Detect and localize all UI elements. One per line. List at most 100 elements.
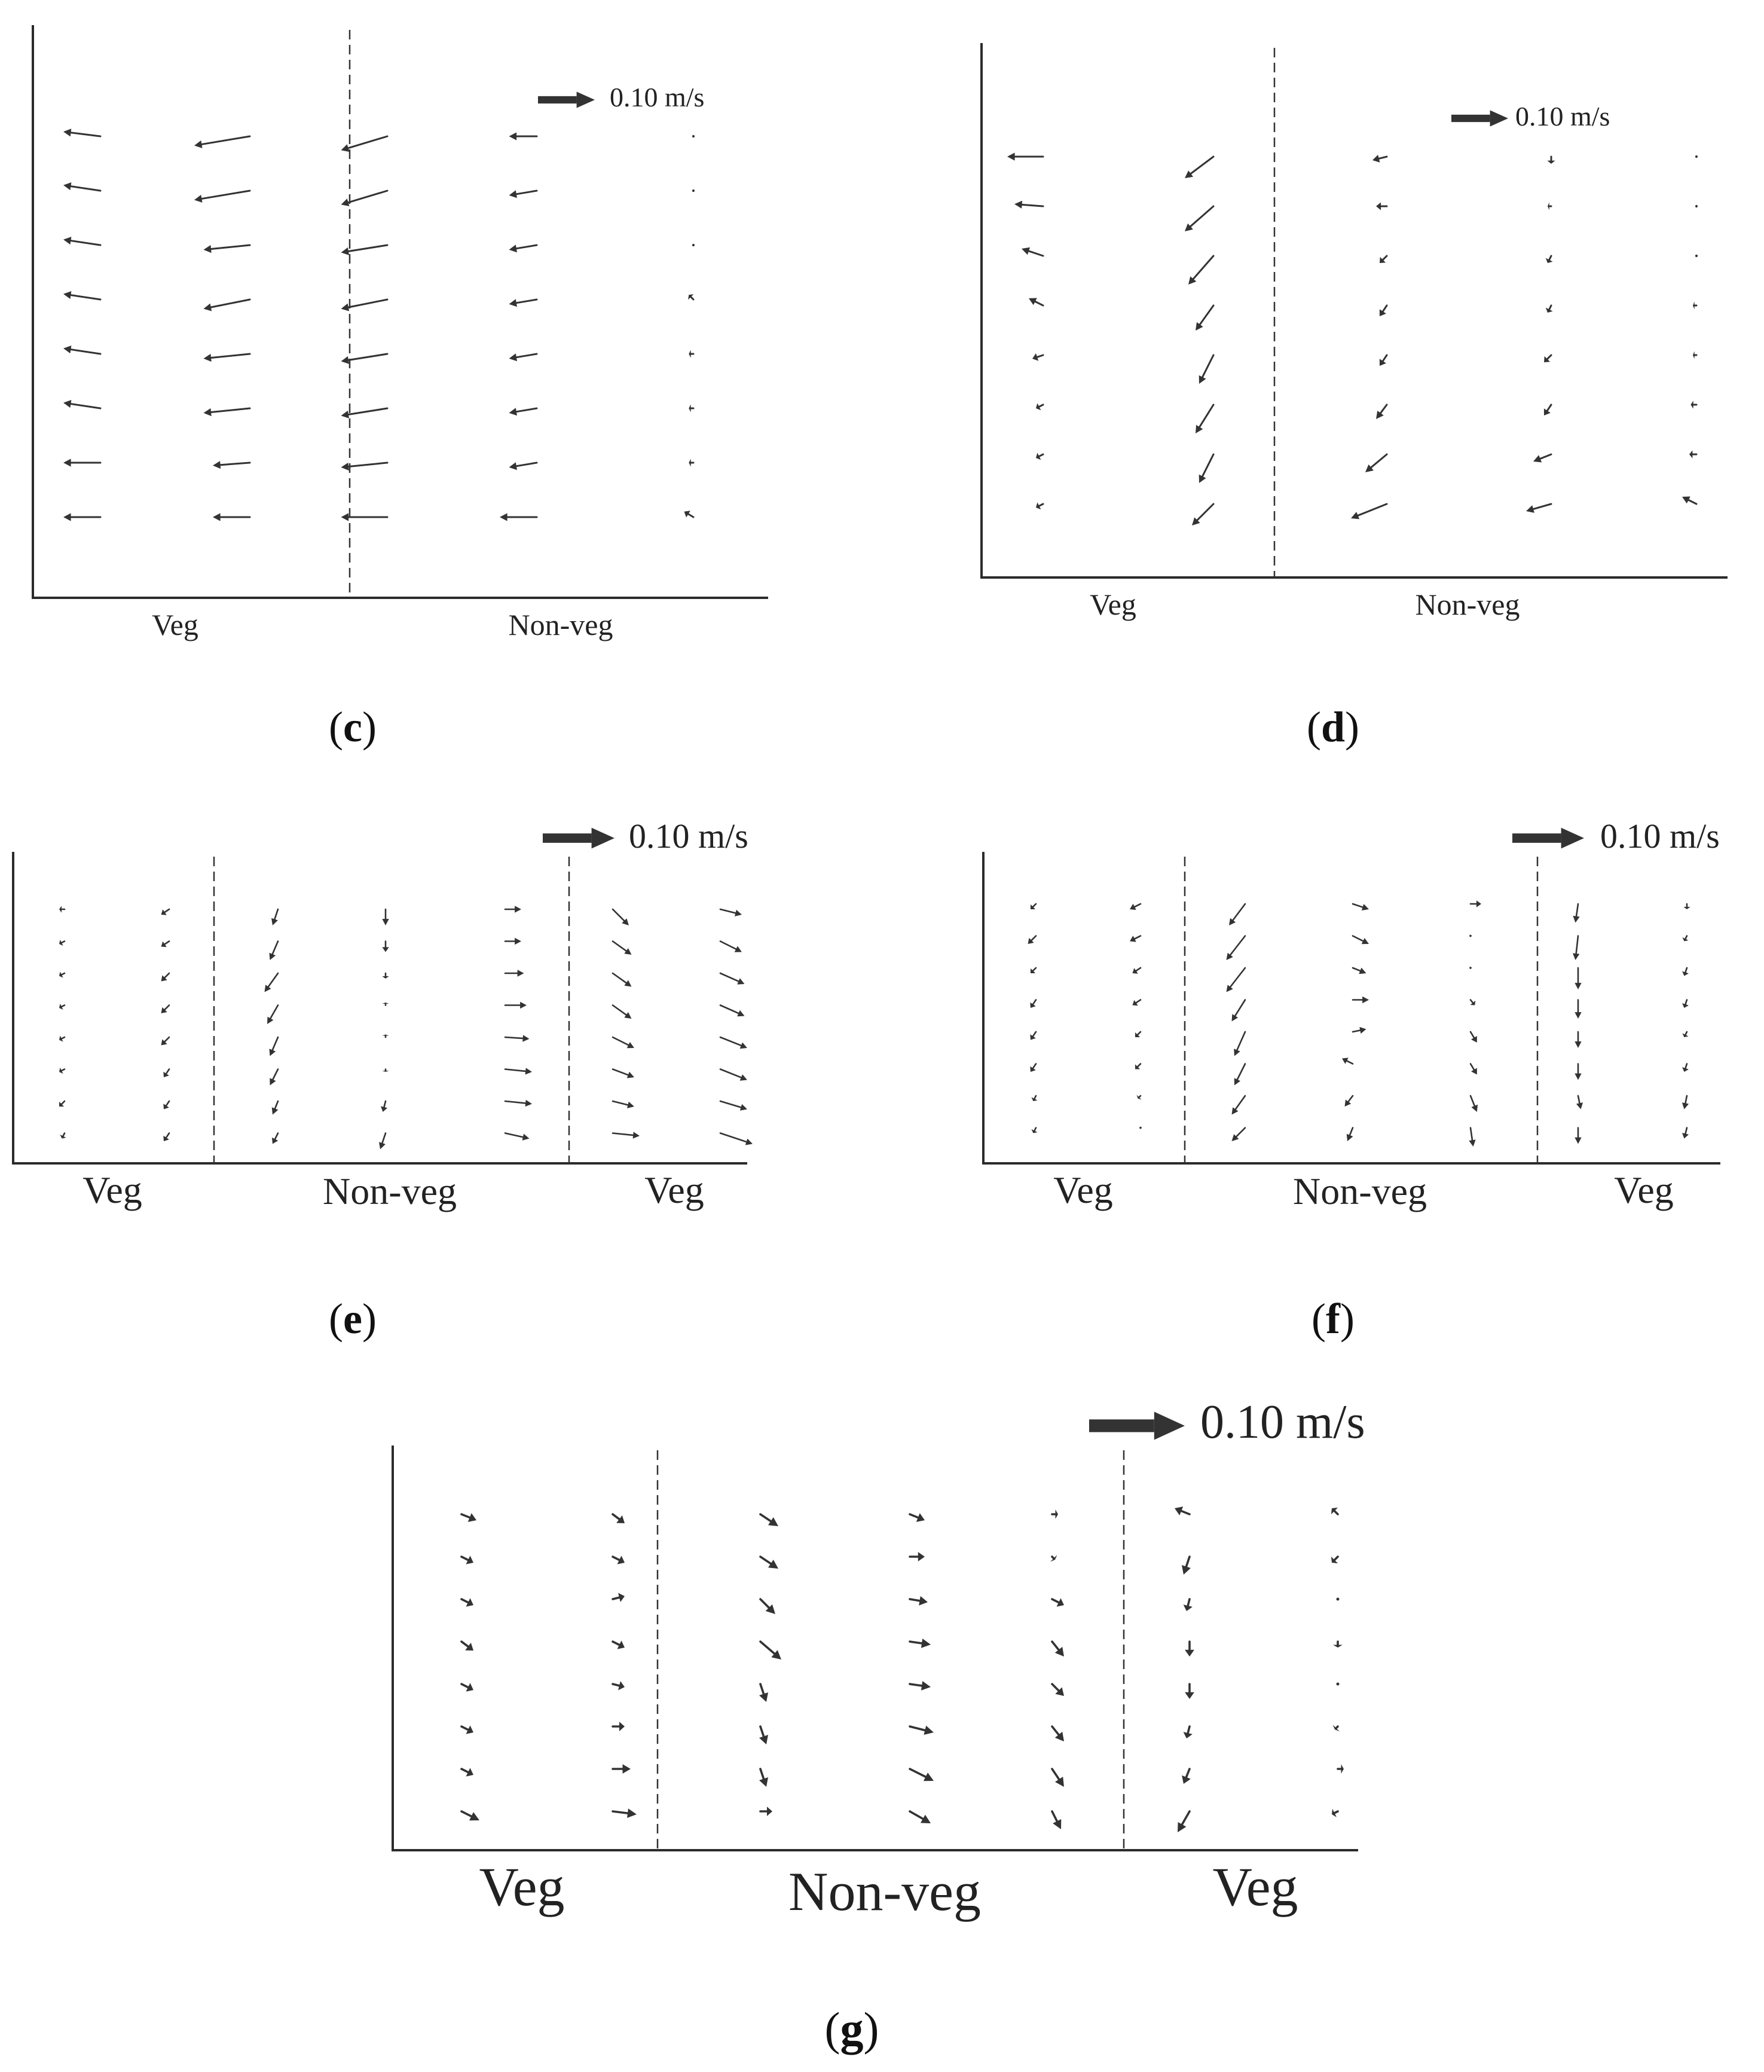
- panel-e-vector-c4-r4: [382, 1003, 389, 1006]
- panel-g-vector-c4-r7-head: [923, 1772, 934, 1781]
- panel-d-reference-arrow-shaft: [1451, 114, 1490, 123]
- panel-e-vector-c2-r6: [163, 1068, 170, 1077]
- panel-d-vector-c3-r1: [1372, 154, 1388, 163]
- panel-d-vector-c4-r6-head: [1543, 408, 1551, 415]
- panel-e-vector-c1-r2-head: [59, 939, 63, 946]
- panel-c-vector-c2-r6-shaft: [210, 407, 251, 413]
- panel-g-vector-c4-r4-head: [921, 1639, 931, 1648]
- panel-e-vector-c6-r7: [612, 1100, 634, 1108]
- panel-c-vector-c1-r6-head: [63, 400, 72, 408]
- panel-f-vector-c6-r1-shaft: [1575, 903, 1579, 917]
- panel-f-vector-c4-r6-head: [1342, 1058, 1349, 1064]
- panel-f-vector-c3-r2-head: [1226, 952, 1233, 960]
- panel-d-vector-c2-r3-head: [1188, 276, 1197, 285]
- panel-g-reference-arrow-head: [1154, 1411, 1185, 1440]
- panel-d-vector-c1-r5: [1032, 353, 1044, 361]
- panel-c-vector-c3-r4-head: [341, 303, 350, 311]
- panel-f-vector-c7-r2-shaft: [1684, 935, 1688, 940]
- panel-c-vector-c5-r1-dot: [692, 135, 695, 138]
- panel-d-vector-c5-r2-dot: [1695, 204, 1698, 208]
- panel-g-vector-c1-r1-head: [467, 1513, 476, 1522]
- panel-g-vector-c2-r1-shaft: [612, 1513, 620, 1521]
- panel-d-vector-c2-r8-head: [1192, 517, 1200, 525]
- panel-g-vector-c5-r7-head: [1055, 1777, 1064, 1787]
- panel-d-vector-c4-r1-head: [1547, 160, 1555, 164]
- panel-g-vector-c1-r3: [460, 1598, 473, 1607]
- panel-g-vector-c2-r4-head: [617, 1640, 625, 1649]
- panel-d-vector-c3-r4: [1379, 304, 1388, 316]
- panel-g-vector-c7-r4-head: [1333, 1645, 1343, 1648]
- panel-g-vector-c5-r2-shaft: [1051, 1555, 1055, 1560]
- panel-c-vector-c2-r8: [213, 513, 251, 521]
- panel-c-vector-c4-r3-head: [509, 245, 517, 253]
- panel-e-vector-c5-r4: [504, 1001, 527, 1009]
- panel-e-vector-c3-r8-shaft: [274, 1132, 279, 1140]
- panel-g-vector-c6-r8-head: [1178, 1822, 1187, 1832]
- panel-e-vector-c1-r7: [59, 1100, 66, 1107]
- panel-g-vector-c6-r8-shaft: [1181, 1810, 1191, 1826]
- panel-e-vector-c6-r1: [612, 908, 629, 925]
- panel-g-vector-c4-r3-head: [919, 1596, 928, 1606]
- panel-d-vector-c5-r7-head: [1689, 450, 1693, 459]
- panel-g-vector-c7-r8-head: [1332, 1808, 1337, 1817]
- panel-e-vector-c6-r2: [612, 940, 632, 955]
- panel-f-vector-c3-r2: [1226, 935, 1246, 960]
- panel-g-vector-c2-r4-shaft: [612, 1640, 620, 1646]
- panel-f-vector-c2-r5-shaft: [1136, 1031, 1142, 1036]
- panel-g-vector-c6-r1-head: [1175, 1506, 1184, 1515]
- panel-f-vector-c7-r6-head: [1682, 1067, 1689, 1072]
- panel-f-vector-c4-r3-shaft: [1352, 967, 1361, 972]
- panel-g-vector-c6-r7-shaft: [1185, 1768, 1191, 1778]
- panel-d-vector-c4-r8-head: [1526, 505, 1534, 513]
- panel-g-vector-c1-r8: [460, 1810, 479, 1821]
- panel-c-vector-c5-r1: [692, 135, 695, 138]
- panel-d-vector-c1-r8-shaft: [1038, 503, 1044, 507]
- panel-c-vector-c4-r3-shaft: [515, 244, 538, 250]
- panel-c-vector-c4-r4-shaft: [515, 298, 538, 304]
- panel-f-vector-c7-r5-head: [1682, 1033, 1689, 1037]
- panel-e-vector-c1-r8: [60, 1132, 66, 1139]
- panel-d-vector-c4-r3-shaft: [1548, 255, 1552, 261]
- panel-g-vector-c1-r5: [460, 1683, 473, 1692]
- panel-g-vector-c3-r4-shaft: [759, 1640, 776, 1655]
- panel-d-vector-c4-r5-shaft: [1546, 354, 1552, 360]
- panel-e-vector-c3-r5-shaft: [271, 1036, 279, 1051]
- panel-f-vector-c2-r7-shaft: [1138, 1095, 1142, 1098]
- panel-g-vector-c5-r8: [1051, 1810, 1062, 1829]
- panel-g-vector-c3-r5-shaft: [759, 1683, 765, 1695]
- panel-g-vector-c1-r5-shaft: [460, 1683, 469, 1689]
- panel-c-vector-c2-r2-head: [194, 194, 203, 203]
- panel-c-vector-c4-r8: [500, 513, 538, 521]
- panel-e-vector-c4-r5: [382, 1034, 389, 1038]
- panel-d-vector-c4-r5: [1544, 354, 1552, 362]
- panel-e-vector-c7-r5-shaft: [719, 1036, 742, 1047]
- panel-c-vector-c1-r5-head: [63, 346, 72, 354]
- panel-g-vector-c4-r8-shaft: [909, 1810, 924, 1820]
- panel-d-vector-c5-r8: [1682, 496, 1698, 505]
- panel-d-vector-c4-r2: [1548, 202, 1552, 210]
- panel-f-vector-c6-r6-head: [1575, 1073, 1582, 1080]
- panel-f-zone-label-3: Veg: [1614, 1169, 1674, 1211]
- panel-e-vector-c2-r6-shaft: [165, 1068, 170, 1075]
- panel-e-vector-c5-r5: [504, 1035, 530, 1042]
- panel-e-vector-c6-r6: [612, 1068, 634, 1078]
- panel-c-vector-c4-r1-head: [509, 132, 517, 140]
- panel-c-vector-c3-r3-shaft: [347, 244, 389, 252]
- panel-e-scale-label: 0.10 m/s: [629, 817, 748, 855]
- panel-e-vector-c5-r8-head: [522, 1133, 530, 1141]
- panel-g-vector-c4-r6: [909, 1725, 934, 1735]
- panel-g-vector-c2-r8-shaft: [612, 1810, 629, 1814]
- panel-d-vector-c2-r1-shaft: [1190, 155, 1215, 175]
- panel-e-axes: [12, 852, 747, 1165]
- panel-g-vector-c2-r5-shaft: [612, 1683, 620, 1687]
- panel-d-caption: (d): [1307, 703, 1359, 751]
- panel-e-vector-c4-r3: [382, 972, 389, 979]
- panel-g-vector-c4-r2: [909, 1552, 925, 1561]
- panel-d: 0.10 m/s Veg Non-veg (d): [980, 43, 1728, 751]
- panel-g-vector-c6-r3: [1183, 1598, 1193, 1611]
- panel-e-vector-c3-r7: [271, 1100, 279, 1115]
- panel-d-vector-c1-r6-head: [1036, 403, 1041, 411]
- panel-d-vector-c5-r4: [1693, 301, 1698, 310]
- panel-d-vector-c5-r3-dot: [1695, 254, 1698, 258]
- panel-g-vector-c7-r6-shaft: [1335, 1725, 1339, 1729]
